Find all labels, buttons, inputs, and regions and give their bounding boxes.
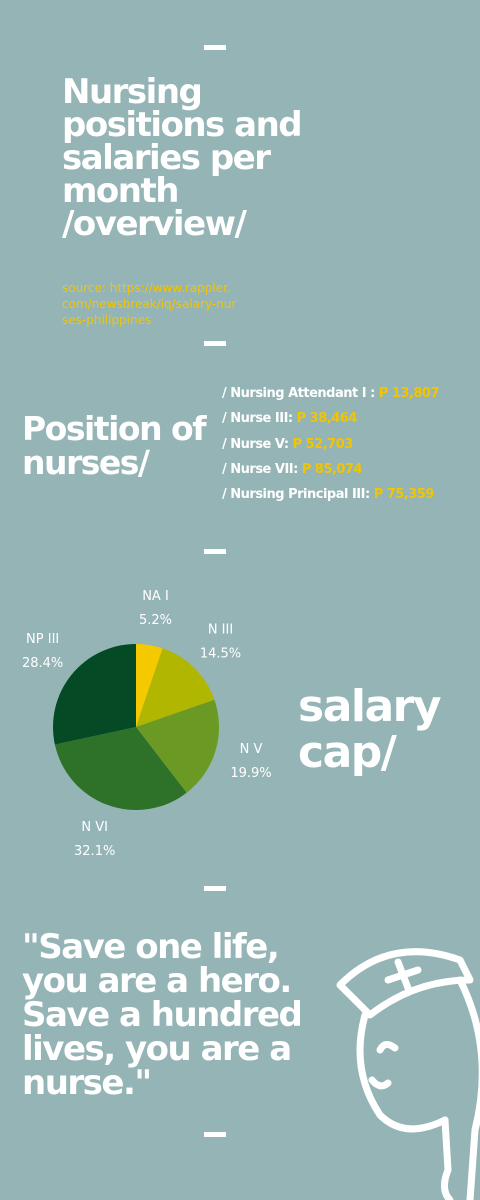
pie-slice [136, 644, 163, 727]
title: Nursing positions and salaries per month… [62, 72, 303, 244]
divider [204, 341, 226, 346]
divider [204, 45, 226, 50]
section-title: salary cap/ [298, 681, 442, 778]
divider [204, 549, 226, 554]
neck [441, 1116, 454, 1200]
quote: "Save one life, you are a hero. Save a h… [22, 927, 303, 1103]
salary-item: / Nursing Principal III: P 75,359 [222, 487, 434, 502]
position: / Nursing Principal III: [222, 487, 370, 503]
source: source: https://www.rappler.com/newsbrea… [62, 281, 237, 327]
salary-item: / Nurse III: P 38,464 [222, 411, 357, 426]
salary: P 85,074 [301, 461, 363, 477]
position: / Nursing Attendant I : [222, 386, 375, 401]
nurse-illustration [336, 948, 480, 1200]
position: / Nurse III: [222, 411, 293, 427]
position: / Nurse V: [222, 436, 289, 452]
cross [384, 958, 422, 992]
cap [336, 948, 474, 1019]
slice-value: 28.4% [22, 656, 63, 671]
salary: P 75,359 [373, 487, 435, 503]
salary-item: / Nurse V: P 52,703 [222, 437, 353, 452]
salary-item: / Nurse VII: P 85,074 [222, 461, 363, 477]
slice-label: N VI [81, 820, 108, 835]
slice-label: NP III [26, 632, 59, 647]
divider [204, 886, 226, 891]
salary: P 13,807 [378, 386, 440, 401]
features [368, 1041, 399, 1090]
salary: P 52,703 [292, 436, 354, 452]
pie-chart: NA I 5.2% N III 14.5% N V 19.9% N VI 32.1% NP II… [22, 589, 272, 859]
face [356, 1011, 449, 1133]
position: / Nurse VII: [222, 461, 298, 477]
slice-label: N V [240, 742, 263, 757]
hair [456, 976, 480, 1200]
pie-slice [136, 648, 215, 727]
pie-slice [136, 699, 220, 793]
slice-value: 19.9% [230, 766, 271, 781]
slice-value: 5.2% [139, 613, 172, 628]
slice-value: 14.5% [200, 646, 241, 661]
section-title: Position of nurses/ [22, 409, 207, 482]
slice-label: NA I [142, 589, 169, 604]
salary: P 38,464 [296, 411, 358, 427]
salary-item: / Nursing Attendant I :P 13,807 [222, 386, 440, 401]
divider [204, 1132, 226, 1137]
pie-slice [52, 644, 136, 745]
pie-slice [54, 727, 187, 810]
slice-label: N III [208, 622, 233, 637]
slice-value: 32.1% [74, 844, 115, 859]
